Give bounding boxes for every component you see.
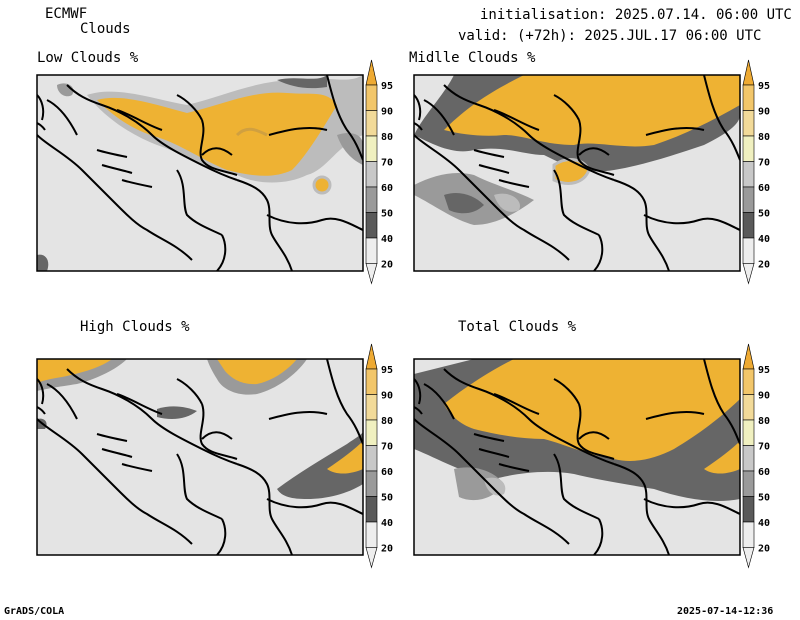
colorbar-bottom-arrow — [742, 547, 755, 569]
colorbar-top-arrow — [742, 59, 755, 86]
footer-timestamp: 2025-07-14-12:36 — [677, 606, 774, 617]
colorbar-low: 95 90 80 70 60 50 40 20 — [365, 59, 393, 285]
colorbar-tick-label: 40 — [381, 518, 393, 529]
colorbar-total: 95 90 80 70 60 50 40 20 — [742, 343, 770, 569]
colorbar-segment — [365, 237, 378, 264]
colorbar-segment — [742, 135, 755, 162]
model-name: ECMWF — [45, 6, 88, 22]
colorbar-segment — [742, 368, 755, 395]
colorbar-high: 95 90 80 70 60 50 40 20 — [365, 343, 393, 569]
colorbar-segment — [365, 470, 378, 497]
colorbar-segment — [365, 496, 378, 523]
colorbar-segment — [365, 521, 378, 548]
panel-title-middle: Midlle Clouds % — [409, 50, 536, 66]
panel-total-frame — [413, 358, 741, 556]
colorbar-middle: 95 90 80 70 60 50 40 20 — [742, 59, 770, 285]
valid-time: valid: (+72h): 2025.JUL.17 06:00 UTC — [458, 28, 762, 44]
colorbar-top-arrow — [365, 59, 378, 86]
colorbar-tick-label: 40 — [758, 234, 770, 245]
colorbar-tick-label: 80 — [758, 132, 770, 143]
panel-high-frame — [36, 358, 364, 556]
colorbar-tick-label: 90 — [381, 391, 393, 402]
colorbar-tick-label: 20 — [758, 260, 770, 271]
colorbar-segment — [365, 419, 378, 446]
colorbar-segment — [742, 394, 755, 421]
colorbar-segment — [365, 212, 378, 239]
colorbar-segment — [365, 135, 378, 162]
colorbar-segment — [365, 368, 378, 395]
colorbar-tick-label: 60 — [381, 467, 393, 478]
colorbar-tick-label: 70 — [381, 158, 393, 169]
colorbar-tick-label: 50 — [381, 493, 393, 504]
colorbar-tick-label: 50 — [758, 493, 770, 504]
panel-title-high: High Clouds % — [80, 319, 190, 335]
colorbar-tick-label: 20 — [381, 260, 393, 271]
colorbar-segment — [742, 84, 755, 111]
colorbar-tick-label: 40 — [758, 518, 770, 529]
colorbar-tick-label: 60 — [381, 183, 393, 194]
colorbar-tick-label: 20 — [758, 544, 770, 555]
colorbar-tick-label: 95 — [758, 365, 770, 376]
colorbar-tick-label: 90 — [381, 107, 393, 118]
colorbar-bottom-arrow — [365, 263, 378, 285]
colorbar-segment — [742, 212, 755, 239]
colorbar-tick-label: 95 — [381, 365, 393, 376]
colorbar-tick-label: 80 — [381, 132, 393, 143]
colorbar-tick-label: 80 — [381, 416, 393, 427]
colorbar-tick-label: 60 — [758, 467, 770, 478]
colorbar-tick-label: 70 — [758, 442, 770, 453]
colorbar-segment — [742, 186, 755, 213]
colorbar-segment — [365, 394, 378, 421]
colorbar-top-arrow — [742, 343, 755, 370]
colorbar-tick-label: 60 — [758, 183, 770, 194]
colorbar-tick-label: 20 — [381, 544, 393, 555]
colorbar-segment — [365, 110, 378, 137]
colorbar-segment — [365, 186, 378, 213]
init-time: initialisation: 2025.07.14. 06:00 UTC — [480, 7, 792, 23]
colorbar-tick-label: 90 — [758, 391, 770, 402]
colorbar-tick-label: 70 — [381, 442, 393, 453]
colorbar-tick-label: 40 — [381, 234, 393, 245]
colorbar-tick-label: 95 — [758, 81, 770, 92]
colorbar-tick-label: 70 — [758, 158, 770, 169]
colorbar-segment — [742, 470, 755, 497]
colorbar-segment — [365, 161, 378, 188]
panel-middle-frame — [413, 74, 741, 272]
product-name: Clouds — [80, 21, 131, 37]
colorbar-segment — [365, 84, 378, 111]
colorbar-segment — [365, 445, 378, 472]
panel-title-total: Total Clouds % — [458, 319, 577, 335]
colorbar-bottom-arrow — [742, 263, 755, 285]
panel-total-clouds — [414, 359, 740, 555]
panel-title-low: Low Clouds % — [37, 50, 139, 66]
panel-high-clouds — [37, 359, 363, 555]
panel-low-clouds — [37, 75, 363, 271]
colorbar-tick-label: 80 — [758, 416, 770, 427]
colorbar-tick-label: 95 — [381, 81, 393, 92]
colorbar-segment — [742, 161, 755, 188]
colorbar-tick-label: 90 — [758, 107, 770, 118]
colorbar-tick-label: 50 — [381, 209, 393, 220]
colorbar-bottom-arrow — [365, 547, 378, 569]
footer-credit: GrADS/COLA — [4, 606, 65, 617]
colorbar-segment — [742, 445, 755, 472]
panel-middle-clouds — [414, 75, 740, 271]
colorbar-segment — [742, 110, 755, 137]
panel-low-frame — [36, 74, 364, 272]
colorbar-segment — [742, 521, 755, 548]
colorbar-segment — [742, 419, 755, 446]
colorbar-segment — [742, 496, 755, 523]
colorbar-tick-label: 50 — [758, 209, 770, 220]
colorbar-segment — [742, 237, 755, 264]
colorbar-top-arrow — [365, 343, 378, 370]
